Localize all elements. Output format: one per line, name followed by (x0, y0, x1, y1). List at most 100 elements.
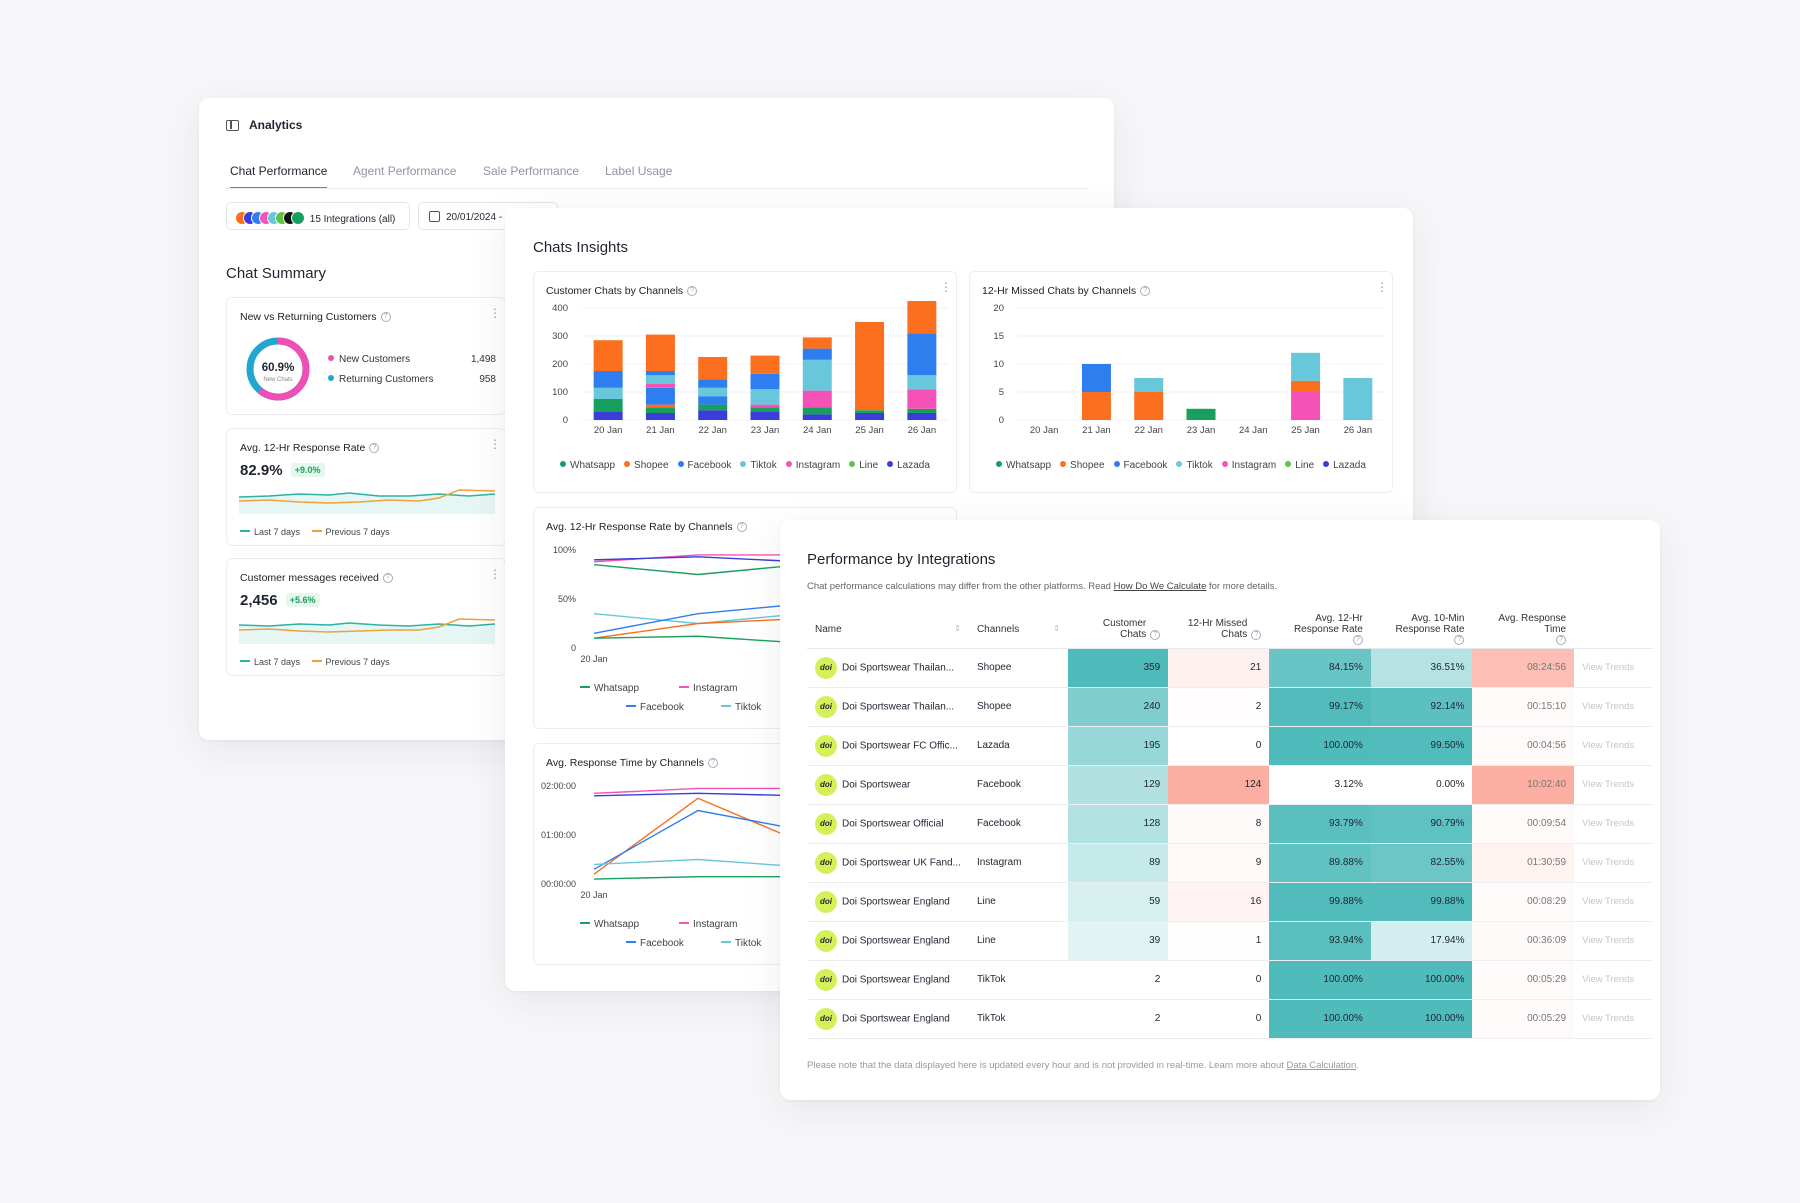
col-rate-10[interactable]: Avg. 10-Min Response Rate? (1370, 611, 1473, 649)
view-trends-link[interactable]: View Trends (1574, 843, 1653, 883)
bar-segment-facebook[interactable] (645, 387, 675, 405)
cell-response-time: 08:24:56 (1472, 648, 1575, 688)
integrations-filter[interactable]: 15 Integrations (all) (226, 202, 410, 230)
bar-segment-facebook[interactable] (907, 333, 937, 376)
bar-segment-shopee[interactable] (645, 334, 675, 371)
help-icon[interactable]: ? (369, 443, 380, 454)
bar-segment-instagram[interactable] (1291, 392, 1321, 420)
bar-segment-instagram[interactable] (645, 383, 675, 388)
table-row[interactable]: doi Doi Sportswear Official Facebook 128 8 93… (807, 804, 1653, 844)
bar-segment-shopee[interactable] (855, 322, 885, 392)
col-channels[interactable]: Channels ⇕ (968, 611, 1068, 649)
bar-segment-lazada[interactable] (907, 413, 937, 420)
bar-segment-shopee[interactable] (907, 301, 937, 334)
bar-segment-facebook[interactable] (802, 348, 832, 360)
table-row[interactable]: doi Doi Sportswear FC Offic... Lazada 195 0 1… (807, 726, 1653, 766)
sparkline-area (239, 493, 495, 514)
table-row[interactable]: doi Doi Sportswear Thailan... Shopee 240 2 99… (807, 687, 1653, 727)
table-row[interactable]: doi Doi Sportswear England TikTok 2 0 100.00%… (807, 960, 1653, 1000)
view-trends-link[interactable]: View Trends (1574, 765, 1653, 805)
table-row[interactable]: doi Doi Sportswear England Line 39 1 93.94% 17… (807, 921, 1653, 961)
bar-segment-tiktok[interactable] (698, 387, 728, 397)
bar-segment-tiktok[interactable] (645, 375, 675, 384)
bar-segment-tiktok[interactable] (593, 387, 623, 399)
sidebar-toggle-icon[interactable] (226, 120, 239, 131)
view-trends-link[interactable]: View Trends (1574, 882, 1653, 922)
bar-segment-whatsapp[interactable] (1186, 408, 1216, 420)
bar-segment-facebook[interactable] (698, 379, 728, 388)
bar-segment-shopee[interactable] (750, 355, 780, 374)
table-row[interactable]: doi Doi Sportswear England Line 59 16 99.88% 9… (807, 882, 1653, 922)
bar-segment-tiktok[interactable] (1291, 352, 1321, 381)
col-response-time[interactable]: Avg. Response Time? (1472, 611, 1575, 649)
bar-segment-shopee[interactable] (1134, 392, 1164, 420)
bar-segment-tiktok[interactable] (750, 389, 780, 405)
view-trends-link[interactable]: View Trends (1574, 648, 1653, 688)
view-trends-link[interactable]: View Trends (1574, 921, 1653, 961)
bar-segment-instagram[interactable] (750, 404, 780, 408)
help-icon[interactable]: ? (736, 522, 747, 533)
bar-segment-shopee[interactable] (855, 392, 885, 411)
tab-chat-performance[interactable]: Chat Performance (230, 164, 328, 189)
bar-segment-facebook[interactable] (750, 373, 780, 390)
bar-segment-whatsapp[interactable] (802, 407, 832, 415)
bar-segment-shopee[interactable] (698, 357, 728, 380)
bar-segment-tiktok[interactable] (1134, 378, 1164, 392)
bar-segment-whatsapp[interactable] (645, 407, 675, 413)
tab-agent-performance[interactable]: Agent Performance (353, 164, 457, 178)
tab-label-usage[interactable]: Label Usage (605, 164, 673, 178)
bar-segment-lazada[interactable] (593, 411, 623, 420)
help-icon[interactable]: ? (382, 573, 393, 584)
view-trends-link[interactable]: View Trends (1574, 960, 1653, 1000)
tab-sale-performance[interactable]: Sale Performance (483, 164, 580, 178)
help-icon[interactable]: ? (1140, 286, 1151, 297)
bar-segment-shopee[interactable] (802, 337, 832, 349)
bar-segment-shopee[interactable] (1081, 392, 1111, 420)
bar-segment-whatsapp[interactable] (593, 399, 623, 412)
bar-segment-whatsapp[interactable] (750, 407, 780, 412)
table-row[interactable]: doi Doi Sportswear UK Fand... Instagram 89 9… (807, 843, 1653, 883)
how-we-calculate-link[interactable]: How Do We Calculate (1113, 581, 1207, 592)
bar-segment-whatsapp[interactable] (698, 404, 728, 411)
bar-segment-whatsapp[interactable] (855, 410, 885, 413)
col-missed-chats[interactable]: 12-Hr Missed Chats? (1168, 611, 1270, 649)
bar-segment-instagram[interactable] (907, 389, 937, 409)
bar-segment-lazada[interactable] (750, 411, 780, 420)
table-row[interactable]: doi Doi Sportswear England TikTok 2 0 100.00%… (807, 999, 1653, 1039)
more-icon[interactable]: ⋮ (489, 306, 501, 320)
view-trends-link[interactable]: View Trends (1574, 804, 1653, 844)
bar-segment-tiktok[interactable] (907, 375, 937, 390)
bar-segment-tiktok[interactable] (802, 359, 832, 391)
bar-segment-facebook[interactable] (698, 396, 728, 405)
col-customer-chats[interactable]: Customer Chats? (1067, 611, 1169, 649)
bar-segment-lazada[interactable] (802, 414, 832, 420)
bar-segment-lazada[interactable] (698, 410, 728, 420)
more-icon[interactable]: ⋮ (940, 280, 952, 294)
help-icon[interactable]: ? (380, 312, 391, 323)
col-name[interactable]: Name ⇕ (807, 611, 969, 649)
data-calculation-link[interactable]: Data Calculation (1286, 1060, 1357, 1071)
more-icon[interactable]: ⋮ (1376, 280, 1388, 294)
table-row[interactable]: doi Doi Sportswear Thailan... Shopee 359 21 8… (807, 648, 1653, 688)
bar-segment-shopee[interactable] (645, 404, 675, 408)
bar-segment-tiktok[interactable] (1343, 378, 1373, 420)
bar-segment-lazada[interactable] (855, 413, 885, 420)
more-icon[interactable]: ⋮ (489, 437, 501, 451)
view-trends-link[interactable]: View Trends (1574, 999, 1653, 1039)
view-trends-link[interactable]: View Trends (1574, 726, 1653, 766)
sparkline-last (239, 622, 495, 627)
bar-segment-shopee[interactable] (1291, 380, 1321, 392)
view-trends-link[interactable]: View Trends (1574, 687, 1653, 727)
table-row[interactable]: doi Doi Sportswear Facebook 129 124 3.12% 0.00… (807, 765, 1653, 805)
bar-segment-shopee[interactable] (593, 340, 623, 371)
col-rate-12[interactable]: Avg. 12-Hr Response Rate? (1269, 611, 1371, 649)
bar-segment-facebook[interactable] (645, 371, 675, 376)
more-icon[interactable]: ⋮ (489, 567, 501, 581)
bar-segment-whatsapp[interactable] (907, 408, 937, 413)
help-icon[interactable]: ? (707, 758, 718, 769)
bar-segment-lazada[interactable] (645, 413, 675, 420)
help-icon[interactable]: ? (687, 286, 698, 297)
bar-segment-facebook[interactable] (1081, 364, 1111, 392)
bar-segment-instagram[interactable] (802, 390, 832, 408)
bar-segment-facebook[interactable] (593, 371, 623, 388)
